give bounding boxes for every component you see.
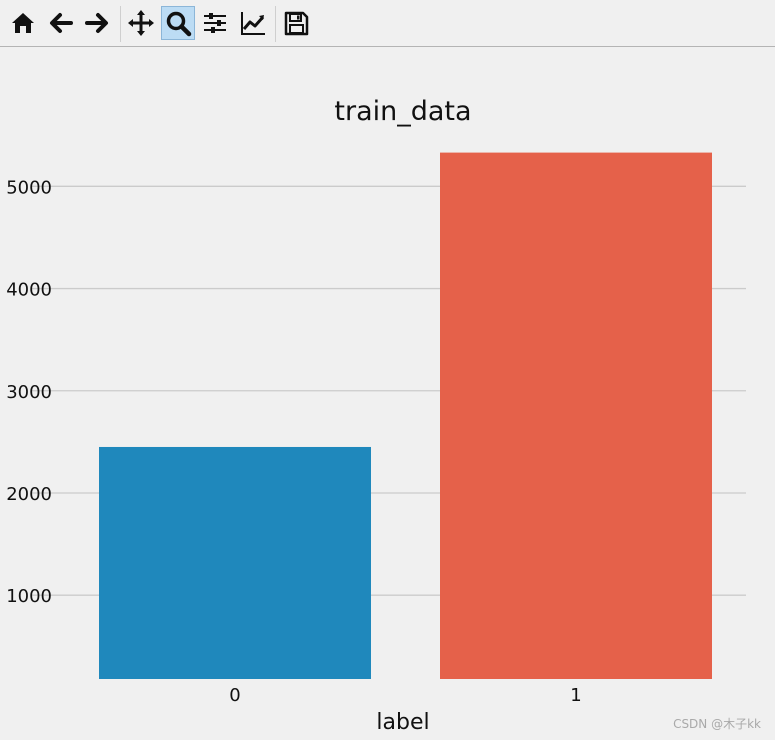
toolbar [0, 0, 775, 47]
y-tick-label: 2000 [6, 484, 52, 505]
y-tick-label: 1000 [6, 586, 52, 607]
y-tick-label: 5000 [6, 177, 52, 198]
watermark: CSDN @木子kk [673, 717, 761, 731]
x-axis-label: label [376, 710, 429, 735]
y-tick-label: 3000 [6, 382, 52, 403]
save-button[interactable] [279, 6, 313, 40]
edit-axis-icon [241, 12, 265, 35]
back-button[interactable] [44, 6, 78, 40]
toolbar-separator [120, 6, 121, 42]
bar-0 [99, 446, 371, 679]
home-button[interactable] [6, 6, 40, 40]
toolbar-separator [275, 6, 276, 42]
bars [99, 152, 712, 679]
y-tick-label: 4000 [6, 280, 52, 301]
chart-title: train_data [334, 96, 471, 127]
pan-icon [128, 10, 154, 36]
zoom-button[interactable] [161, 6, 195, 40]
edit-axis-button[interactable] [236, 6, 270, 40]
configure-subplots-button[interactable] [198, 6, 232, 40]
back-arrow-icon [50, 13, 73, 33]
x-tick-label: 0 [229, 685, 240, 706]
configure-subplots-icon [204, 13, 226, 33]
forward-button[interactable] [80, 6, 114, 40]
home-icon [12, 13, 34, 33]
pan-button[interactable] [124, 6, 158, 40]
bar-1 [440, 152, 712, 679]
save-icon [284, 11, 309, 36]
y-tick-labels: 1000 2000 3000 4000 5000 [6, 177, 52, 607]
forward-arrow-icon [85, 13, 108, 33]
x-tick-label: 1 [570, 685, 581, 706]
zoom-icon [166, 11, 192, 37]
